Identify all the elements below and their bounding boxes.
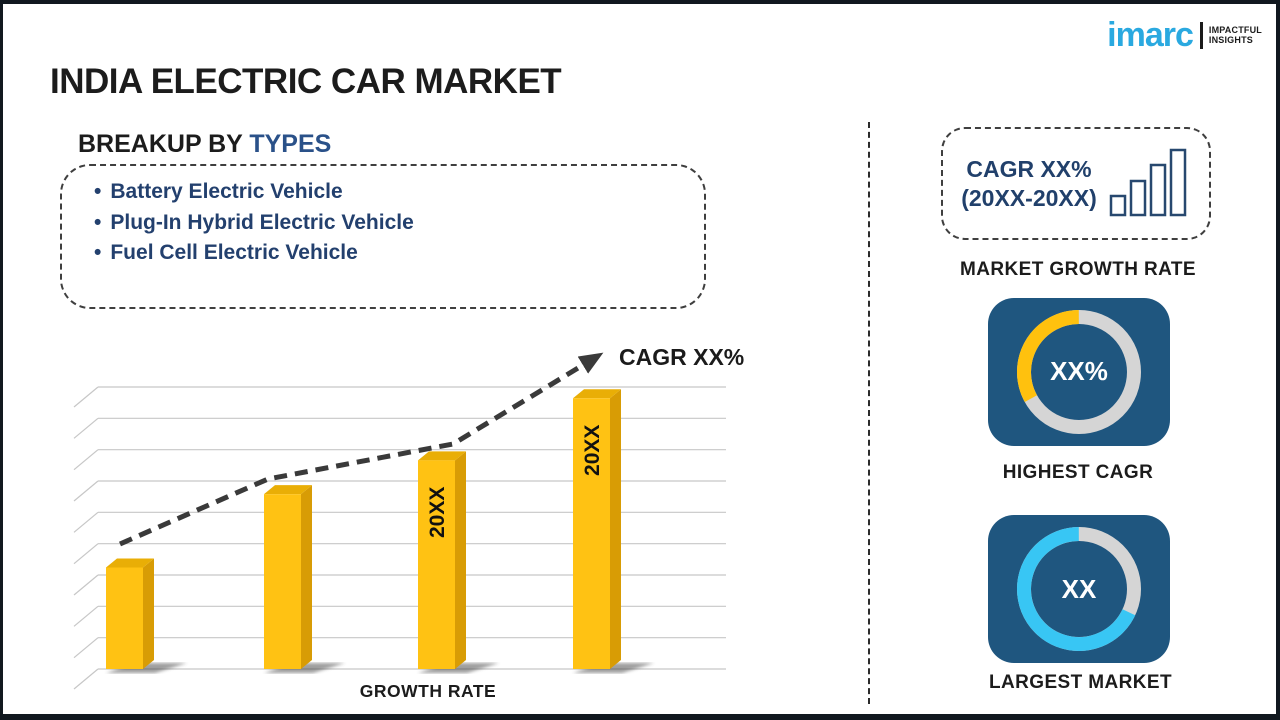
highest-cagr-donut <box>1017 310 1141 434</box>
growth-bars-icon <box>1109 148 1186 216</box>
cagr-summary-box: CAGR XX% (20XX-20XX) <box>941 127 1211 240</box>
cagr-trend-annotation: CAGR XX% <box>619 344 745 370</box>
types-box: Battery Electric Vehicle Plug-In Hybrid … <box>60 164 706 309</box>
largest-market-value: XX <box>1061 574 1097 604</box>
page-title: INDIA ELECTRIC CAR MARKET <box>50 62 562 101</box>
largest-market-card <box>988 515 1170 663</box>
highest-cagr-value: XX% <box>1050 356 1108 386</box>
list-item-plug-in-hybrid-electric-vehicle: Plug-In Hybrid Electric Vehicle <box>94 208 704 239</box>
market-growth-rate-label: MARKET GROWTH RATE <box>960 259 1196 280</box>
vertical-divider <box>868 122 870 704</box>
breakup-heading-accent: TYPES <box>249 130 332 158</box>
breakup-heading-prefix: BREAKUP BY <box>78 130 250 158</box>
list-item-battery-electric-vehicle: Battery Electric Vehicle <box>94 177 704 208</box>
x-axis-label: GROWTH RATE <box>359 681 497 701</box>
svg-text:20XX: 20XX <box>426 487 449 538</box>
logo-tagline: IMPACTFUL INSIGHTS <box>1208 24 1262 46</box>
logo-divider <box>1199 21 1203 49</box>
list-item-fuel-cell-electric-vehicle: Fuel Cell Electric Vehicle <box>94 238 704 269</box>
largest-market-donut <box>1017 527 1141 651</box>
imarc-logo: imarc IMPACTFUL INSIGHTS <box>1107 18 1262 52</box>
growth-bar-chart: 20XX 20XX <box>73 352 726 690</box>
highest-cagr-label: HIGHEST CAGR <box>1002 462 1154 483</box>
breakup-heading: BREAKUP BY TYPES <box>78 130 331 159</box>
highest-cagr-card <box>988 298 1170 446</box>
largest-market-label: LARGEST MARKET <box>989 672 1172 693</box>
imarc-logo-wordmark: imarc <box>1107 16 1194 54</box>
cagr-summary-text: CAGR XX% (20XX-20XX) <box>961 155 1097 211</box>
types-list: Battery Electric Vehicle Plug-In Hybrid … <box>62 166 704 269</box>
svg-text:20XX: 20XX <box>581 425 604 476</box>
